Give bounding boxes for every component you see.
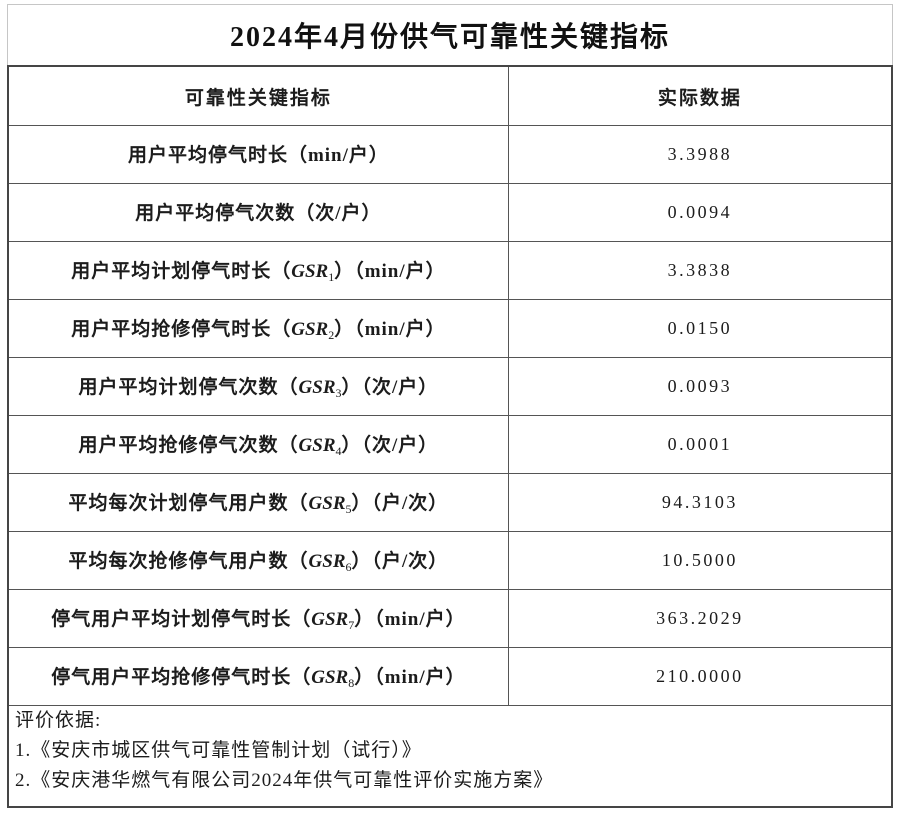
indicator-label-suffix: ）（户/次） [351,493,449,514]
value-cell: 0.0150 [507,299,893,358]
value-cell: 0.0001 [507,415,893,474]
indicator-cell: 平均每次抢修停气用户数（GSR6）（户/次） [7,531,509,590]
evaluation-basis-cell: 评价依据: 1.《安庆市城区供气可靠性管制计划（试行）》 2.《安庆港华燃气有限… [7,705,893,808]
value-cell: 210.0000 [507,647,893,706]
gsr-symbol: GSR [298,377,336,398]
indicator-label-suffix: ）（min/户） [354,667,466,688]
gsr-symbol: GSR [308,551,346,572]
table-row: 停气用户平均抢修停气时长（GSR8）（min/户） 210.0000 [7,647,893,706]
indicator-label-suffix: ）（min/户） [334,319,446,340]
indicator-label-suffix: ）（户/次） [351,551,449,572]
page-title: 2024年4月份供气可靠性关键指标 [229,22,670,53]
indicator-cell: 用户平均停气次数（次/户） [7,183,509,242]
value-cell: 94.3103 [507,473,893,532]
indicator-label: 用户平均抢修停气时长（ [71,319,292,340]
indicator-cell: 停气用户平均计划停气时长（GSR7）（min/户） [7,589,509,648]
table-row: 用户平均停气时长（min/户） 3.3988 [7,125,893,184]
indicator-label-suffix: ）（次/户） [341,435,439,456]
table-row: 平均每次抢修停气用户数（GSR6）（户/次） 10.5000 [7,531,893,590]
indicator-cell: 用户平均计划停气次数（GSR3）（次/户） [7,357,509,416]
table-row: 用户平均抢修停气时长（GSR2）（min/户） 0.0150 [7,299,893,358]
table-row: 用户平均计划停气时长（GSR1）（min/户） 3.3838 [7,241,893,300]
gsr-symbol: GSR [298,435,336,456]
gsr-subscript: 4 [335,444,342,458]
column-header-indicator: 可靠性关键指标 [7,65,509,126]
indicator-label-suffix: ）（次/户） [341,377,439,398]
indicator-label-suffix: ）（min/户） [354,609,466,630]
value-cell: 363.2029 [507,589,893,648]
gsr-subscript: 8 [348,676,355,690]
table-row: 停气用户平均计划停气时长（GSR7）（min/户） 363.2029 [7,589,893,648]
gsr-symbol: GSR [291,319,329,340]
gsr-subscript: 2 [328,328,335,342]
table-row: 用户平均停气次数（次/户） 0.0094 [7,183,893,242]
gsr-subscript: 6 [345,560,352,574]
title-band: 2024年4月份供气可靠性关键指标 [7,4,893,65]
evaluation-basis-item: 2.《安庆港华燃气有限公司2024年供气可靠性评价实施方案》 [15,770,554,791]
table-row: 用户平均抢修停气次数（GSR4）（次/户） 0.0001 [7,415,893,474]
indicator-label-suffix: ）（min/户） [334,261,446,282]
indicator-label: 用户平均计划停气次数（ [78,377,299,398]
evaluation-basis-heading: 评价依据: [15,710,102,731]
gsr-subscript: 3 [335,386,342,400]
indicator-label: 平均每次计划停气用户数（ [68,493,309,514]
indicator-cell: 停气用户平均抢修停气时长（GSR8）（min/户） [7,647,509,706]
reliability-kpi-table: 可靠性关键指标 实际数据 用户平均停气时长（min/户） 3.3988 用户平均… [7,65,893,808]
indicator-label: 停气用户平均计划停气时长（ [51,609,312,630]
value-cell: 0.0093 [507,357,893,416]
value-cell: 0.0094 [507,183,893,242]
gsr-subscript: 1 [328,270,335,284]
gsr-symbol: GSR [291,261,329,282]
gsr-symbol: GSR [308,493,346,514]
gsr-symbol: GSR [311,609,349,630]
table-header-row: 可靠性关键指标 实际数据 [7,65,893,126]
indicator-label: 用户平均抢修停气次数（ [78,435,299,456]
value-cell: 3.3988 [507,125,893,184]
report-document: 2024年4月份供气可靠性关键指标 可靠性关键指标 实际数据 用户平均停气时长（… [7,4,893,808]
value-cell: 3.3838 [507,241,893,300]
value-cell: 10.5000 [507,531,893,590]
evaluation-basis-item: 1.《安庆市城区供气可靠性管制计划（试行）》 [15,740,422,761]
table-footer-row: 评价依据: 1.《安庆市城区供气可靠性管制计划（试行）》 2.《安庆港华燃气有限… [7,705,893,808]
gsr-subscript: 5 [345,502,352,516]
gsr-subscript: 7 [348,618,355,632]
indicator-label: 用户平均停气时长（min/户） [127,145,389,166]
indicator-label: 停气用户平均抢修停气时长（ [51,667,312,688]
indicator-cell: 用户平均抢修停气次数（GSR4）（次/户） [7,415,509,474]
indicator-cell: 用户平均计划停气时长（GSR1）（min/户） [7,241,509,300]
indicator-cell: 用户平均停气时长（min/户） [7,125,509,184]
indicator-cell: 平均每次计划停气用户数（GSR5）（户/次） [7,473,509,532]
indicator-label: 平均每次抢修停气用户数（ [68,551,309,572]
indicator-label: 用户平均停气次数（次/户） [135,203,382,224]
indicator-cell: 用户平均抢修停气时长（GSR2）（min/户） [7,299,509,358]
table-row: 用户平均计划停气次数（GSR3）（次/户） 0.0093 [7,357,893,416]
table-row: 平均每次计划停气用户数（GSR5）（户/次） 94.3103 [7,473,893,532]
gsr-symbol: GSR [311,667,349,688]
column-header-value: 实际数据 [507,65,893,126]
indicator-label: 用户平均计划停气时长（ [71,261,292,282]
